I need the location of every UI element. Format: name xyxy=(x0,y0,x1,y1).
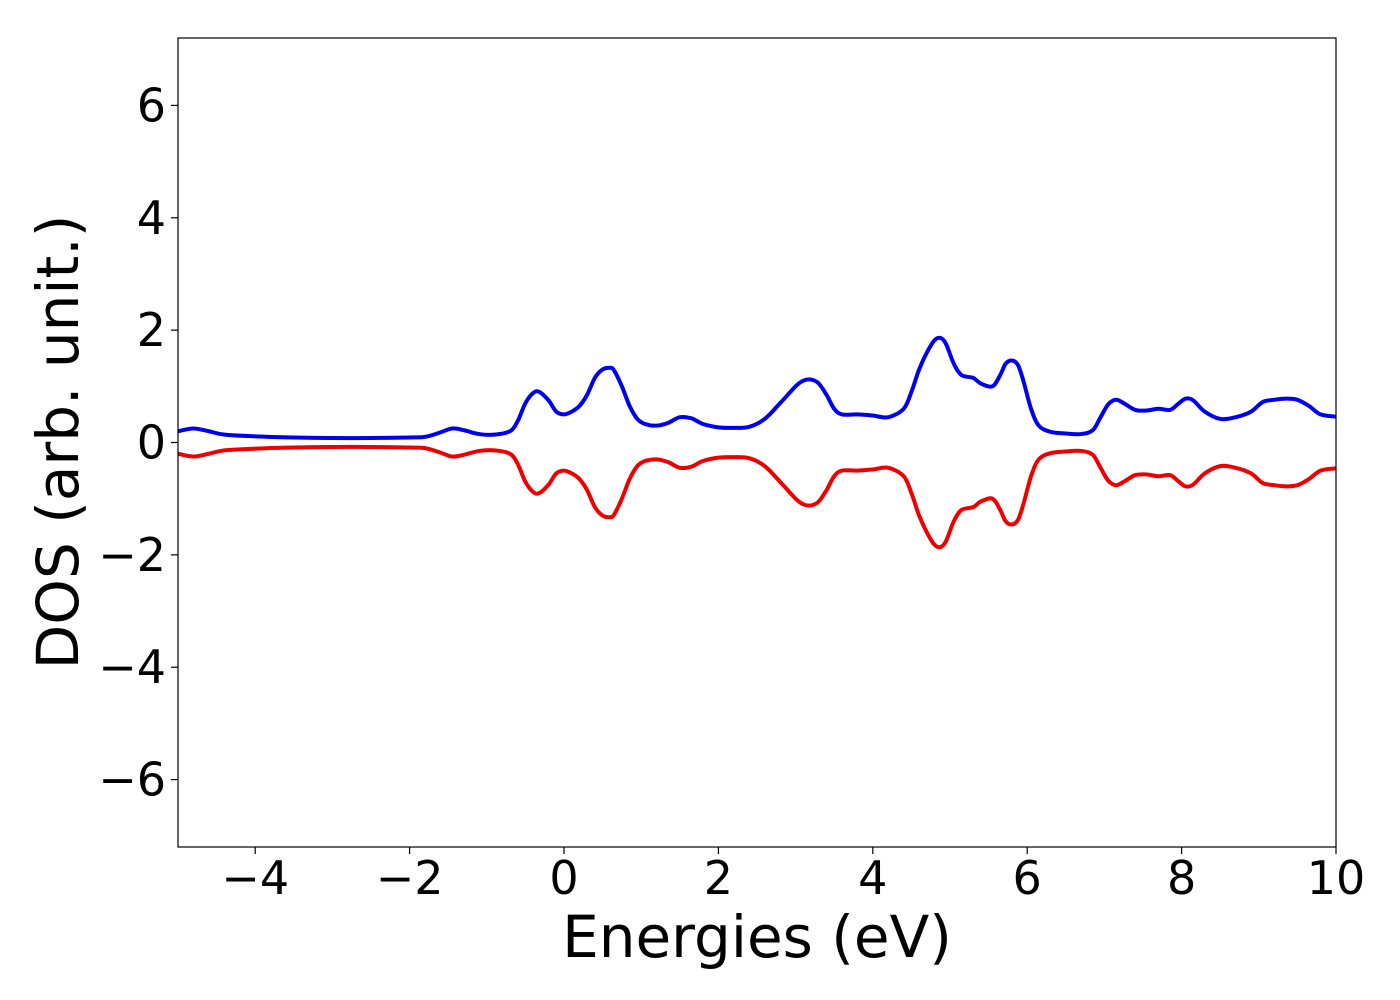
x-tick-label: 8 xyxy=(1167,851,1196,905)
y-tick-label: −6 xyxy=(98,753,166,807)
y-axis-label: DOS (arb. unit.) xyxy=(24,215,92,670)
x-tick-label: 0 xyxy=(549,851,578,905)
x-tick-label: −4 xyxy=(221,851,289,905)
x-tick-label: 4 xyxy=(858,851,887,905)
x-axis-ticks: −4 −2 0 2 4 6 8 10 xyxy=(221,847,1365,905)
y-axis-ticks: 6 4 2 0 −2 −4 −6 xyxy=(98,78,178,807)
y-tick-label: −2 xyxy=(98,528,166,582)
x-tick-label: 10 xyxy=(1307,851,1366,905)
y-tick-label: 6 xyxy=(137,78,166,132)
x-tick-label: 2 xyxy=(704,851,733,905)
y-tick-label: 2 xyxy=(137,303,166,357)
plot-area xyxy=(178,38,1336,847)
series-layer xyxy=(178,335,1336,550)
y-tick-label: −4 xyxy=(98,640,166,694)
dos-series-line-negative xyxy=(178,444,1336,550)
x-axis-label: Energies (eV) xyxy=(562,903,952,971)
dos-series-line-positive xyxy=(178,335,1336,441)
y-tick-label: 4 xyxy=(137,191,166,245)
y-tick-label: 0 xyxy=(137,416,166,470)
x-tick-label: 6 xyxy=(1013,851,1042,905)
x-tick-label: −2 xyxy=(376,851,444,905)
